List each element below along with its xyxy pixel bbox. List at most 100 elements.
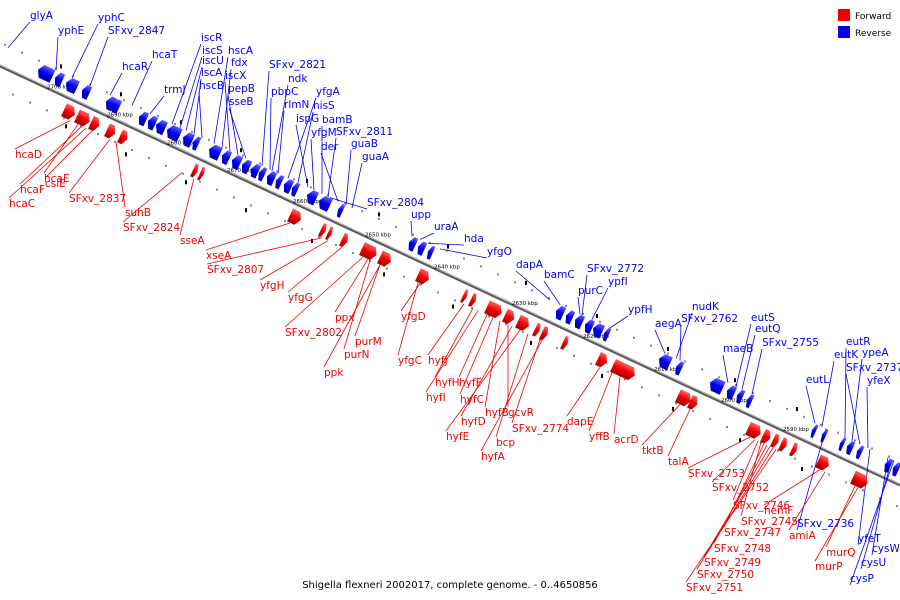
reverse-gene-arrow[interactable] (335, 203, 346, 218)
forward-gene-label[interactable]: tktB (642, 445, 664, 457)
reverse-gene-label[interactable]: SFxv_2772 (587, 263, 644, 275)
forward-gene-arrow[interactable] (339, 232, 350, 248)
reverse-gene-label[interactable]: rlmN (284, 99, 309, 111)
forward-gene-label[interactable]: xseA (206, 250, 232, 262)
forward-gene-arrow[interactable] (88, 116, 102, 132)
forward-gene-arrow[interactable] (197, 166, 207, 181)
reverse-gene-label[interactable]: hcaT (152, 49, 178, 61)
reverse-gene-arrow[interactable] (304, 189, 320, 206)
forward-gene-arrow[interactable] (377, 250, 394, 269)
reverse-gene-arrow[interactable] (289, 182, 301, 197)
reverse-gene-label[interactable]: SFxv_2847 (108, 25, 165, 37)
forward-gene-arrow[interactable] (745, 421, 764, 441)
reverse-gene-label[interactable]: ispG (296, 113, 319, 125)
forward-gene-arrow[interactable] (760, 428, 773, 445)
forward-gene-arrow[interactable] (815, 454, 832, 472)
forward-gene-label[interactable]: hcaE (44, 173, 70, 185)
forward-gene-arrow[interactable] (675, 389, 694, 408)
forward-gene-arrow[interactable] (850, 470, 870, 490)
reverse-gene-label[interactable]: iscR (201, 32, 222, 44)
reverse-gene-label[interactable]: yfgM (311, 127, 337, 139)
forward-gene-label[interactable]: SFxv_2774 (512, 423, 569, 435)
forward-gene-label[interactable]: hyfJ (428, 355, 448, 367)
reverse-gene-label[interactable]: eutQ (755, 323, 781, 335)
forward-gene-arrow[interactable] (74, 109, 93, 129)
forward-gene-label[interactable]: hyfD (461, 416, 486, 428)
forward-gene-arrow[interactable] (560, 335, 570, 351)
reverse-gene-label[interactable]: iscU (202, 55, 224, 67)
reverse-gene-label[interactable]: yfeX (867, 375, 891, 387)
reverse-gene-label[interactable]: der (321, 141, 339, 153)
forward-gene-label[interactable]: hcaD (15, 149, 42, 161)
reverse-gene-arrow[interactable] (52, 71, 66, 88)
forward-gene-arrow[interactable] (460, 289, 470, 303)
forward-gene-label[interactable]: SFxv_2746 (733, 500, 790, 512)
reverse-gene-arrow[interactable] (35, 63, 56, 83)
reverse-gene-arrow[interactable] (136, 110, 150, 127)
forward-gene-label[interactable]: yfgH (260, 280, 284, 292)
reverse-gene-arrow[interactable] (229, 154, 244, 171)
forward-gene-label[interactable]: purN (344, 349, 370, 361)
forward-gene-label[interactable]: SFxv_2807 (207, 264, 264, 276)
forward-gene-label[interactable]: talA (668, 456, 689, 468)
reverse-gene-label[interactable]: guaB (351, 138, 378, 150)
forward-gene-label[interactable]: SFxv_2745 (741, 516, 798, 528)
reverse-gene-label[interactable]: eutL (806, 374, 829, 386)
forward-gene-label[interactable]: hcaF (20, 184, 45, 196)
forward-gene-label[interactable]: SFxv_2837 (69, 193, 126, 205)
reverse-gene-label[interactable]: SFxv_2762 (681, 313, 738, 325)
reverse-gene-label[interactable]: bamC (544, 269, 575, 281)
reverse-gene-label[interactable]: sseB (229, 96, 254, 108)
forward-gene-label[interactable]: yfgG (288, 292, 313, 304)
reverse-gene-label[interactable]: hcaR (122, 61, 148, 73)
forward-gene-arrow[interactable] (318, 223, 328, 238)
forward-gene-label[interactable]: purM (355, 336, 382, 348)
forward-gene-arrow[interactable] (484, 300, 504, 319)
reverse-gene-label[interactable]: pbpC (271, 86, 298, 98)
reverse-gene-label[interactable]: SFxv_2811 (336, 126, 393, 138)
forward-gene-arrow[interactable] (610, 359, 638, 382)
forward-gene-label[interactable]: hyfB (485, 407, 509, 419)
reverse-gene-arrow[interactable] (601, 327, 612, 342)
forward-gene-arrow[interactable] (359, 242, 379, 261)
forward-gene-arrow[interactable] (532, 322, 542, 338)
reverse-gene-arrow[interactable] (724, 384, 738, 401)
forward-gene-label[interactable]: hcaC (9, 198, 35, 210)
forward-gene-arrow[interactable] (515, 314, 532, 333)
reverse-gene-arrow[interactable] (206, 143, 223, 161)
reverse-gene-arrow[interactable] (563, 309, 576, 325)
reverse-gene-label[interactable]: upp (411, 209, 431, 221)
forward-gene-arrow[interactable] (468, 292, 478, 308)
forward-gene-label[interactable]: acrD (614, 434, 639, 446)
reverse-gene-label[interactable]: bamB (322, 114, 353, 126)
reverse-gene-label[interactable]: uraA (434, 221, 459, 233)
forward-gene-arrow[interactable] (539, 325, 550, 341)
reverse-gene-arrow[interactable] (180, 131, 196, 148)
reverse-gene-label[interactable]: eutK (834, 349, 859, 361)
reverse-gene-arrow[interactable] (164, 123, 183, 143)
reverse-gene-label[interactable]: trmJ (164, 84, 186, 96)
reverse-gene-arrow[interactable] (239, 158, 253, 175)
forward-gene-label[interactable]: csiE (45, 178, 66, 190)
reverse-gene-arrow[interactable] (590, 322, 606, 339)
forward-gene-label[interactable]: hyfH (435, 377, 459, 389)
reverse-gene-arrow[interactable] (744, 393, 755, 409)
reverse-gene-label[interactable]: glyA (30, 10, 54, 22)
reverse-gene-arrow[interactable] (809, 424, 819, 439)
forward-gene-label[interactable]: SFxv_2748 (714, 543, 771, 555)
forward-gene-arrow[interactable] (687, 394, 700, 411)
reverse-gene-label[interactable]: cysP (850, 573, 874, 585)
reverse-gene-arrow[interactable] (316, 194, 333, 212)
forward-gene-arrow[interactable] (415, 268, 432, 286)
reverse-gene-label[interactable]: iscA (201, 67, 223, 79)
reverse-gene-arrow[interactable] (673, 360, 685, 376)
reverse-gene-arrow[interactable] (248, 163, 262, 179)
reverse-gene-label[interactable]: iscX (225, 70, 246, 82)
reverse-gene-arrow[interactable] (190, 136, 202, 151)
reverse-gene-arrow[interactable] (273, 174, 285, 190)
reverse-gene-arrow[interactable] (553, 305, 567, 321)
forward-gene-label[interactable]: sseA (180, 235, 205, 247)
reverse-gene-arrow[interactable] (103, 95, 118, 112)
forward-gene-label[interactable]: yfgD (401, 311, 426, 323)
reverse-gene-arrow[interactable] (734, 389, 746, 404)
